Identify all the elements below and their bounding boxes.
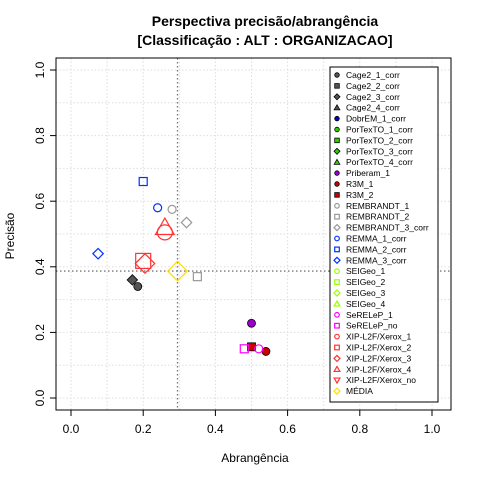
legend-label: PorTexTO_3_corr bbox=[346, 146, 413, 156]
y-axis-title: Precisão bbox=[3, 212, 17, 259]
chart-title-line-1: Perspectiva precisão/abrangência bbox=[152, 13, 379, 29]
data-point bbox=[133, 282, 143, 291]
legend-marker bbox=[333, 104, 341, 111]
legend-marker bbox=[333, 354, 341, 363]
legend-label: REMBRANDT_2 bbox=[346, 212, 410, 222]
x-tick-label: 0.0 bbox=[63, 422, 80, 436]
legend-marker bbox=[333, 256, 341, 265]
legend-marker bbox=[334, 213, 340, 220]
legend-label: REMMA_1_corr bbox=[346, 234, 407, 244]
legend-marker bbox=[334, 126, 340, 133]
legend-label: MÉDIA bbox=[346, 386, 373, 396]
data-point bbox=[135, 252, 152, 269]
legend-marker bbox=[334, 170, 340, 176]
legend-marker bbox=[334, 322, 340, 329]
legend-marker bbox=[334, 181, 340, 187]
x-axis-ticks: 0.0 0.2 0.4 0.6 0.8 1.0 bbox=[63, 410, 441, 436]
data-points bbox=[92, 176, 271, 356]
x-tick-label: 0.8 bbox=[351, 422, 368, 436]
legend-marker bbox=[334, 202, 340, 209]
legend-marker bbox=[333, 147, 341, 155]
y-tick-label: 0.0 bbox=[33, 389, 47, 406]
legend-label: SEIGeo_2 bbox=[346, 277, 385, 287]
legend-marker bbox=[334, 115, 340, 122]
data-point bbox=[192, 272, 202, 282]
data-point bbox=[138, 176, 148, 187]
legend-label: SEIGeo_3 bbox=[346, 288, 385, 298]
legend-marker bbox=[333, 365, 341, 373]
data-point bbox=[254, 344, 264, 354]
legend: Cage2_1_corrCage2_2_corrCage2_3_corrCage… bbox=[329, 66, 439, 403]
legend-label: R3M_2 bbox=[346, 190, 374, 200]
legend-label: PorTexTO_1_corr bbox=[346, 125, 413, 135]
y-axis-ticks: 0.0 0.2 0.4 0.6 0.8 1.0 bbox=[33, 61, 56, 406]
legend-label: SeRELeP_1 bbox=[346, 310, 393, 320]
legend-marker bbox=[334, 268, 340, 275]
y-tick-label: 1.0 bbox=[33, 61, 47, 78]
y-tick-label: 0.8 bbox=[33, 127, 47, 144]
legend-label: SeRELeP_no bbox=[346, 321, 398, 331]
legend-label: XIP-L2F/Xerox_4 bbox=[346, 364, 411, 374]
x-tick-label: 0.2 bbox=[135, 422, 152, 436]
legend-label: REMMA_3_corr bbox=[346, 255, 407, 265]
y-tick-label: 0.6 bbox=[33, 193, 47, 210]
legend-label: Cage2_2_corr bbox=[346, 81, 400, 91]
data-point bbox=[154, 216, 176, 236]
legend-label: XIP-L2F/Xerox_3 bbox=[346, 353, 411, 363]
legend-marker bbox=[333, 93, 341, 101]
data-point bbox=[180, 216, 193, 229]
data-point bbox=[167, 204, 177, 214]
legend-marker bbox=[333, 158, 341, 165]
legend-label: SEIGeo_4 bbox=[346, 299, 385, 309]
x-tick-label: 0.6 bbox=[279, 422, 296, 436]
legend-label: SEIGeo_1 bbox=[346, 266, 385, 276]
legend-label: PorTexTO_2_corr bbox=[346, 135, 413, 145]
legend-label: XIP-L2F/Xerox_no bbox=[346, 375, 416, 385]
legend-marker bbox=[333, 299, 341, 307]
legend-label: REMBRANDT_1 bbox=[346, 201, 410, 211]
chart-title-line-2: [Classificação : ALT : ORGANIZACAO] bbox=[137, 32, 392, 48]
data-point bbox=[166, 260, 189, 282]
legend-marker bbox=[333, 223, 341, 232]
legend-label: PorTexTO_4_corr bbox=[346, 157, 413, 167]
y-tick-label: 0.4 bbox=[33, 258, 47, 275]
legend-label: DobrEM_1_corr bbox=[346, 114, 406, 124]
legend-marker bbox=[334, 311, 340, 318]
legend-marker bbox=[334, 83, 340, 89]
legend-marker bbox=[334, 344, 340, 351]
data-point bbox=[134, 252, 156, 275]
x-tick-label: 1.0 bbox=[424, 422, 441, 436]
legend-marker bbox=[334, 246, 340, 253]
legend-marker bbox=[334, 279, 340, 285]
x-axis-title: Abrangência bbox=[221, 451, 289, 465]
plot-frame bbox=[55, 57, 452, 411]
legend-marker bbox=[334, 137, 340, 144]
legend-label: REMBRANDT_3_corr bbox=[346, 223, 429, 233]
legend-marker bbox=[334, 192, 340, 198]
legend-label: Cage2_1_corr bbox=[346, 70, 400, 80]
data-point bbox=[92, 247, 105, 260]
legend-marker bbox=[334, 72, 340, 78]
legend-label: REMMA_2_corr bbox=[346, 244, 407, 254]
data-point bbox=[239, 344, 249, 354]
legend-label: Cage2_4_corr bbox=[346, 103, 400, 113]
legend-marker bbox=[334, 235, 340, 242]
legend-label: R3M_1 bbox=[346, 179, 374, 189]
legend-label: Cage2_3_corr bbox=[346, 92, 400, 102]
legend-marker bbox=[333, 289, 341, 297]
legend-label: XIP-L2F/Xerox_2 bbox=[346, 343, 411, 353]
data-point bbox=[153, 203, 163, 213]
data-point bbox=[126, 274, 139, 286]
legend-label: XIP-L2F/Xerox_1 bbox=[346, 332, 411, 342]
x-tick-label: 0.4 bbox=[207, 422, 224, 436]
legend-label: Priberam_1 bbox=[346, 168, 390, 178]
legend-marker bbox=[333, 387, 341, 395]
legend-marker bbox=[333, 377, 341, 385]
legend-marker bbox=[334, 333, 340, 340]
data-point bbox=[247, 318, 256, 328]
legend-box bbox=[329, 66, 439, 403]
y-tick-label: 0.2 bbox=[33, 324, 47, 341]
